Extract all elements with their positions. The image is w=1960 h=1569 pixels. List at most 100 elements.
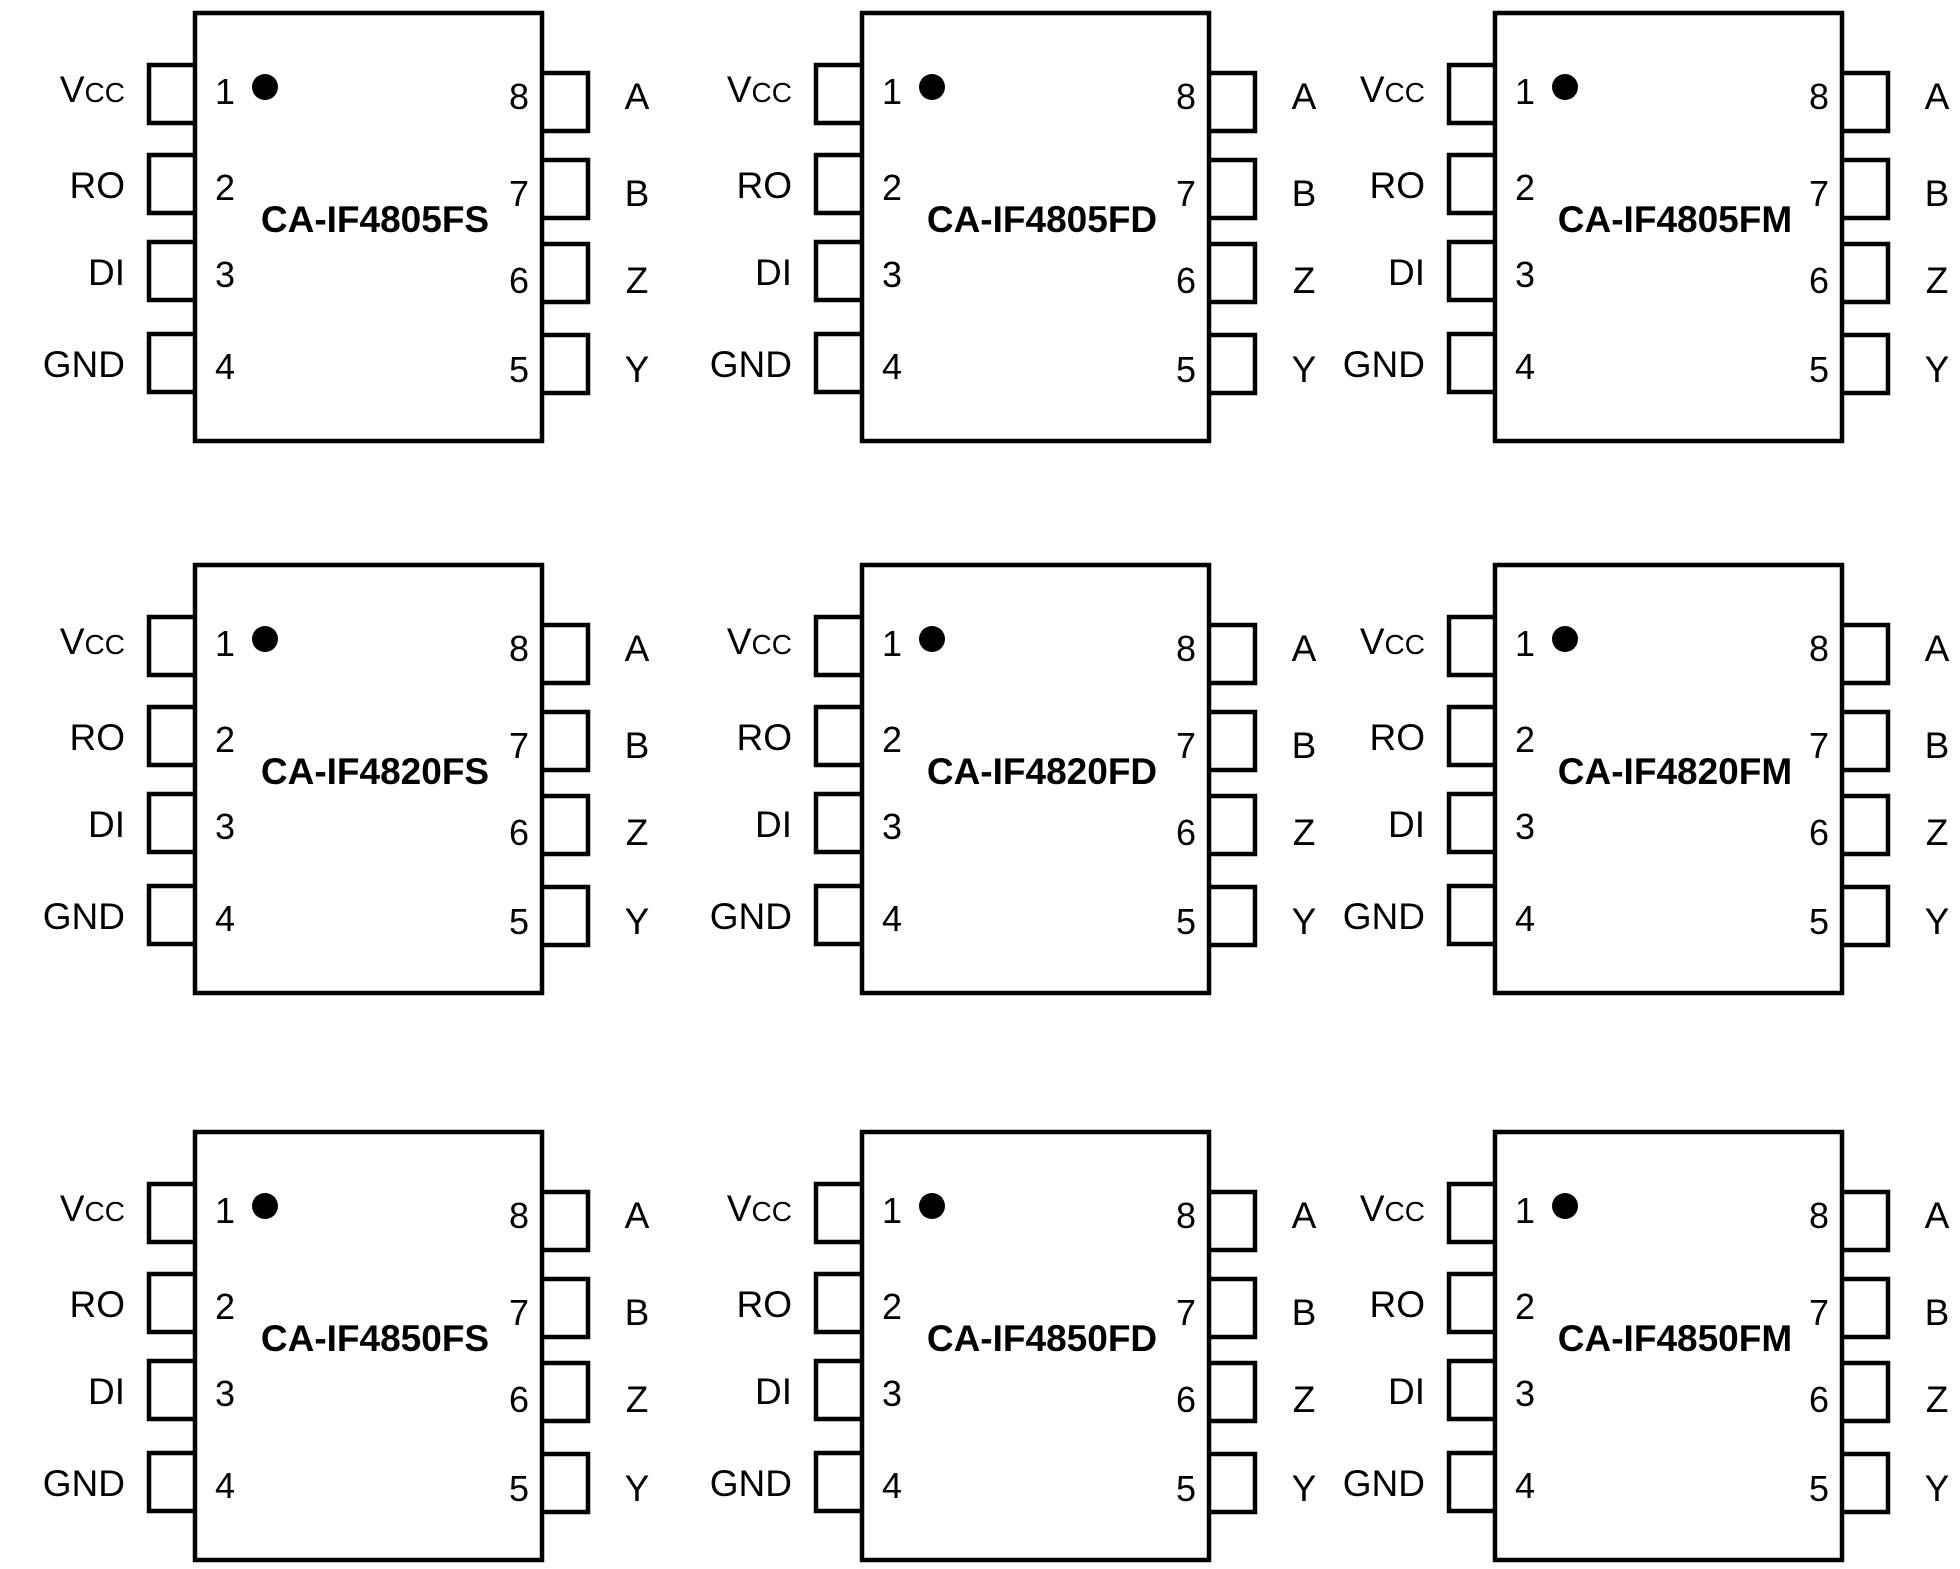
pin-number: 4	[215, 898, 235, 939]
pin-number: 7	[1176, 173, 1196, 214]
pin-lead-right	[542, 157, 591, 221]
pin-lead-left	[146, 1450, 195, 1514]
pin-number: 6	[509, 260, 529, 301]
pin-signal-label: B	[1292, 725, 1317, 766]
pin-signal-label: RO	[737, 1284, 793, 1325]
ic-body	[192, 10, 545, 444]
pin-number: 2	[882, 1286, 902, 1327]
pin-number: 2	[882, 719, 902, 760]
pin-signal-name: DI	[1388, 804, 1425, 845]
pin-signal-label: Y	[1925, 1468, 1950, 1509]
pin-lead-right	[542, 332, 591, 396]
pin-signal-label: GND	[43, 344, 125, 385]
pin1-indicator-dot	[919, 74, 945, 100]
pin-signal-label: GND	[710, 896, 792, 937]
pin-number: 3	[215, 254, 235, 295]
pin-number: 3	[882, 254, 902, 295]
pin-number: 6	[1809, 812, 1829, 853]
pin1-indicator-dot	[252, 1193, 278, 1219]
pin-lead-right	[542, 1276, 591, 1340]
pin-signal-label: A	[1292, 76, 1317, 117]
pin-signal-label: B	[625, 725, 650, 766]
pin1-indicator-dot	[919, 1193, 945, 1219]
pin-signal-name: DI	[88, 252, 125, 293]
pin-number: 3	[1515, 254, 1535, 295]
pin-lead-right	[1209, 1360, 1258, 1424]
pin-signal-name: GND	[1343, 1463, 1425, 1504]
pin-lead-left	[813, 883, 862, 947]
ic-body	[859, 562, 1212, 996]
pin-number: 1	[882, 1190, 902, 1231]
pin-signal-label: DI	[1388, 804, 1425, 845]
pin-number: 7	[509, 173, 529, 214]
pin-signal-label: VCC	[727, 69, 792, 110]
pin-signal-name: V	[1360, 1188, 1385, 1229]
pin-number: 6	[1176, 812, 1196, 853]
pin-number: 5	[1809, 901, 1829, 942]
pin-lead-left	[813, 614, 862, 678]
pin1-indicator-dot	[919, 626, 945, 652]
ic-package: CA-IF4805FM 1 VCC 2 RO 3 DI 4 GND 8 A 7 B 6 Z 5 Y	[1343, 10, 1950, 444]
pin-number: 7	[1809, 173, 1829, 214]
pin-signal-label: A	[1925, 1195, 1950, 1236]
pin-signal-label: B	[1925, 173, 1950, 214]
pin-lead-left	[1446, 62, 1495, 126]
pin-signal-label: VCC	[1360, 69, 1425, 110]
pin-number: 7	[1809, 1292, 1829, 1333]
pin-lead-left	[1446, 1181, 1495, 1245]
part-number-label: CA-IF4805FS	[261, 199, 489, 240]
pin-signal-label: B	[1925, 725, 1950, 766]
ic-package: CA-IF4820FM 1 VCC 2 RO 3 DI 4 GND 8 A 7 B 6 Z 5 Y	[1343, 562, 1950, 996]
pin-lead-left	[1446, 1271, 1495, 1335]
pin-signal-subscript: CC	[1385, 77, 1425, 108]
pin-number: 5	[509, 1468, 529, 1509]
pin-lead-left	[146, 704, 195, 768]
pin-number: 5	[509, 901, 529, 942]
pin-number: 8	[509, 1195, 529, 1236]
pin-signal-label: Z	[626, 260, 649, 301]
pin-number: 7	[1176, 1292, 1196, 1333]
pin-signal-name: V	[60, 69, 85, 110]
pin-lead-left	[813, 791, 862, 855]
pin-signal-name: GND	[43, 1463, 125, 1504]
pin-lead-left	[146, 1181, 195, 1245]
ic-package: CA-IF4850FD 1 VCC 2 RO 3 DI 4 GND 8 A 7 B 6 Z 5 Y	[710, 1129, 1317, 1563]
pin-lead-left	[813, 704, 862, 768]
pin-number: 2	[215, 719, 235, 760]
pin-number: 4	[1515, 346, 1535, 387]
pin-signal-name: RO	[1370, 1284, 1426, 1325]
pin-signal-name: V	[60, 621, 85, 662]
pin-signal-label: GND	[1343, 1463, 1425, 1504]
pin-number: 3	[1515, 806, 1535, 847]
pin-signal-name: V	[727, 621, 752, 662]
pin-lead-right	[542, 1360, 591, 1424]
pin-signal-label: GND	[1343, 896, 1425, 937]
pin-signal-name: RO	[737, 717, 793, 758]
part-number-label: CA-IF4805FM	[1558, 199, 1792, 240]
pin-signal-name: V	[60, 1188, 85, 1229]
pin-number: 8	[1176, 76, 1196, 117]
pin-signal-name: DI	[88, 1371, 125, 1412]
pin-number: 1	[215, 623, 235, 664]
pin-signal-name: GND	[710, 344, 792, 385]
pin-lead-right	[1842, 1451, 1891, 1515]
pin-number: 7	[509, 725, 529, 766]
pin-lead-left	[146, 1358, 195, 1422]
pin-signal-label: VCC	[1360, 621, 1425, 662]
pin-signal-label: Z	[1293, 1379, 1316, 1420]
pin-signal-name: V	[1360, 69, 1385, 110]
pin-signal-label: B	[1925, 1292, 1950, 1333]
pin-signal-subscript: CC	[85, 629, 125, 660]
pin-number: 5	[1176, 1468, 1196, 1509]
pin-signal-label: DI	[755, 804, 792, 845]
ic-body	[192, 562, 545, 996]
part-number-label: CA-IF4820FM	[1558, 751, 1792, 792]
pin-signal-label: A	[1292, 1195, 1317, 1236]
pin-lead-left	[146, 883, 195, 947]
pin-signal-name: GND	[1343, 896, 1425, 937]
pin-signal-label: Z	[1926, 812, 1949, 853]
pin-signal-label: Y	[1292, 901, 1317, 942]
pin-number: 8	[1809, 1195, 1829, 1236]
part-number-label: CA-IF4820FD	[927, 751, 1157, 792]
ic-package: CA-IF4820FD 1 VCC 2 RO 3 DI 4 GND 8 A 7 B 6 Z 5 Y	[710, 562, 1317, 996]
